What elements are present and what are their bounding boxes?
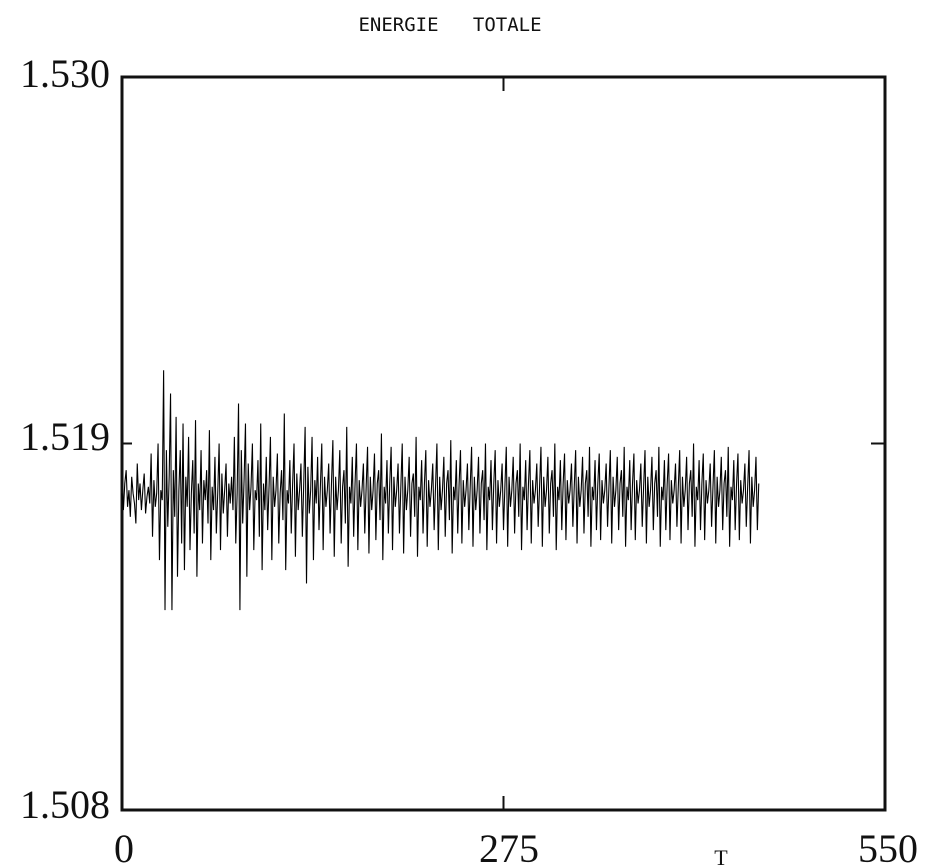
plot-frame (120, 75, 887, 812)
chart-title: ENERGIE TOTALE (358, 14, 541, 36)
x-tick-label-mid: 275 (479, 826, 539, 868)
y-tick-label-bottom: 1.508 (20, 782, 110, 827)
y-tick-label-top: 1.530 (20, 51, 110, 96)
series-group (121, 370, 760, 611)
x-tick-label-end: 550 (858, 826, 918, 868)
axis-ticks (122, 77, 885, 810)
x-axis-label: T (714, 845, 728, 868)
x-tick-label-start: 0 (114, 826, 134, 868)
series-line-1 (121, 370, 760, 611)
y-tick-label-mid: 1.519 (20, 414, 110, 459)
